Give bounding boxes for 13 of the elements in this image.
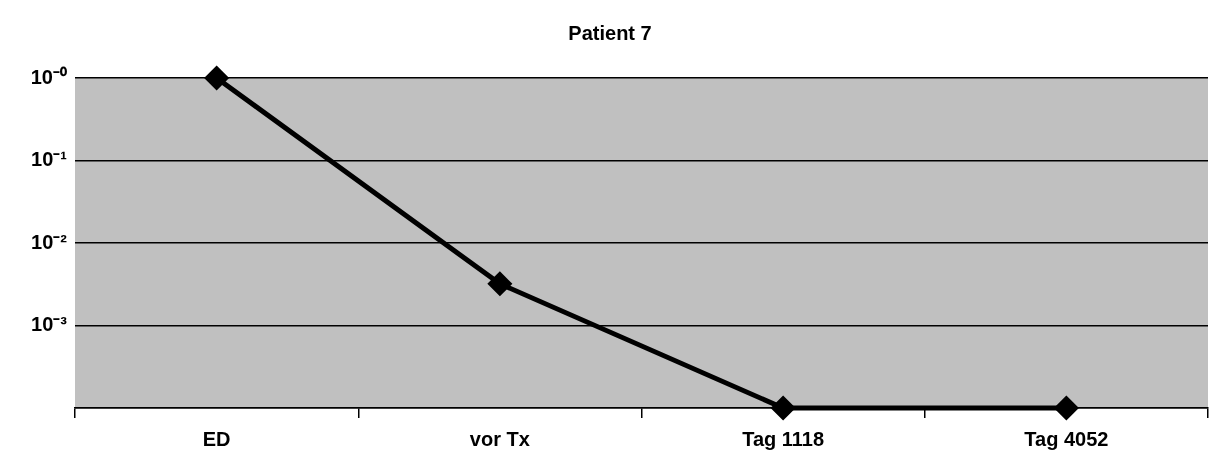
point (1054, 396, 1078, 420)
chart-title: Patient 7 (568, 21, 652, 44)
y-tick-label: 10⁻⁰ (30, 65, 67, 88)
y-tick-label: 10⁻¹ (31, 148, 68, 171)
x-tick-label: ED (202, 427, 231, 450)
x-tick-label: vor Tx (469, 427, 530, 450)
x-tick-label: Tag 4052 (1024, 427, 1109, 450)
x-tick-label: Tag 1118 (742, 427, 825, 450)
point (771, 396, 795, 420)
y-tick-label: 10⁻³ (31, 313, 68, 336)
point (205, 66, 229, 90)
point (488, 272, 512, 296)
y-tick-label: 10⁻² (31, 230, 68, 253)
